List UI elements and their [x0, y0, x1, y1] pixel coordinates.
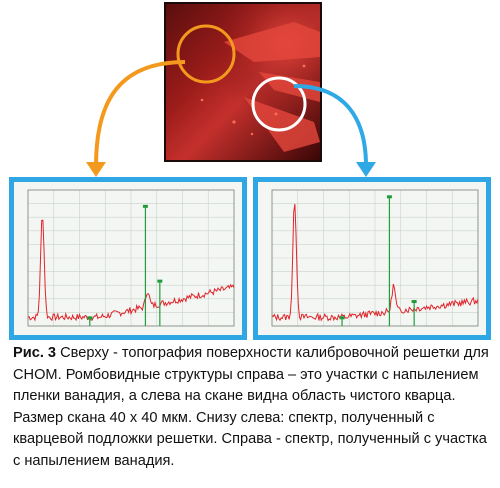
spectrum-chart-quartz [27, 189, 235, 327]
marker-cap [87, 316, 93, 320]
marker-cap [411, 300, 417, 304]
caption-text: Сверху - топография поверхности калибров… [13, 345, 489, 469]
marker-cap [142, 204, 148, 208]
blue-arrowhead [356, 162, 376, 177]
spectrum-line [27, 219, 235, 322]
topography-image [164, 2, 322, 162]
plot-frame [271, 189, 479, 327]
marker-cap [157, 279, 163, 283]
spectrum-panel-vanadium [253, 177, 491, 340]
highlight-circle-orange [176, 24, 236, 84]
orange-arrowhead [86, 162, 106, 177]
figure-label: Рис. 3 [13, 345, 57, 361]
spectrum-chart-vanadium [271, 189, 479, 327]
spectrum-line [271, 203, 479, 322]
plot-frame [27, 189, 235, 327]
figure-caption: Рис. 3 Сверху - топография поверхности к… [13, 343, 491, 473]
marker-cap [386, 195, 392, 199]
marker-cap [339, 316, 345, 320]
spectrum-panel-quartz [9, 177, 247, 340]
